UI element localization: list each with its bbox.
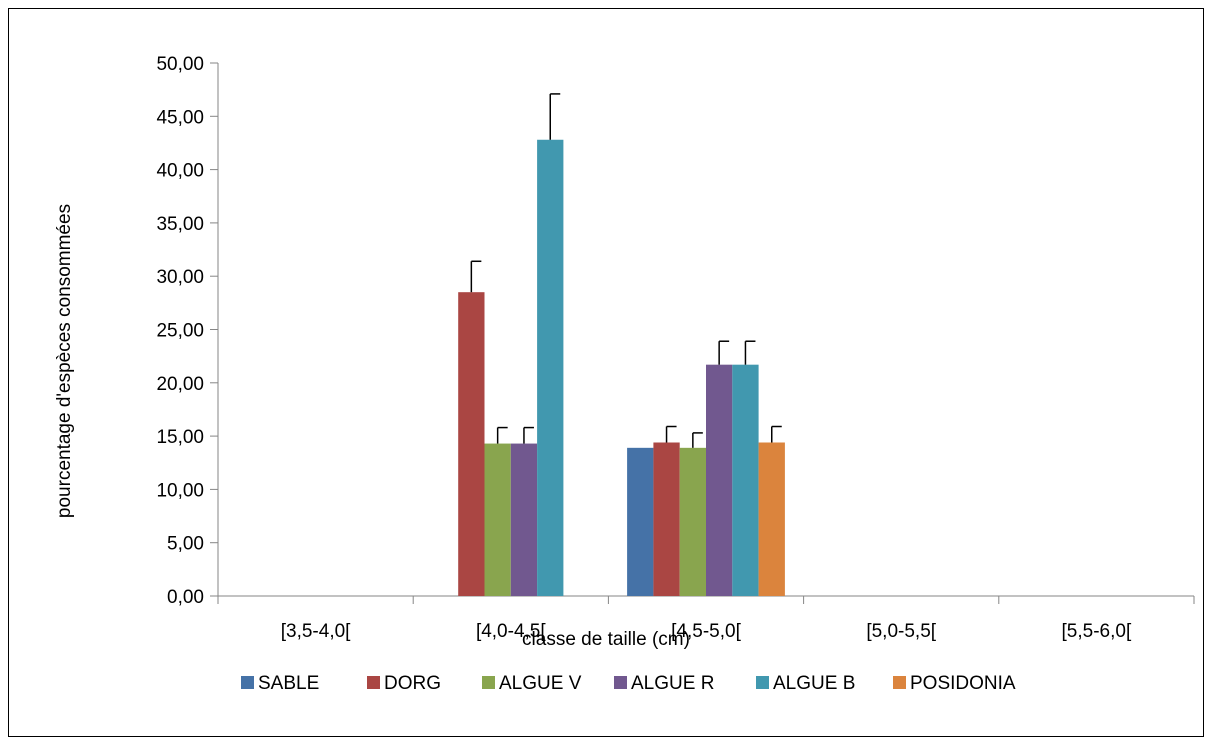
y-axis-title: pourcentage d'espèces consommées [54, 204, 75, 518]
legend-label: DORG [384, 673, 441, 694]
legend-swatch [614, 676, 627, 689]
x-axis-title: classe de taille (cm) [522, 629, 690, 650]
bar [653, 442, 680, 596]
legend-label: ALGUE B [773, 673, 855, 694]
y-tick-label: 40,00 [156, 161, 204, 182]
x-tick-label: [3,5-4,0[ [281, 621, 351, 642]
bar [679, 447, 706, 596]
y-tick-label: 45,00 [156, 107, 204, 128]
y-tick-label: 25,00 [156, 321, 204, 342]
y-tick-label: 0,00 [167, 587, 204, 608]
bar [732, 364, 759, 596]
bar [706, 364, 733, 596]
legend-swatch [367, 676, 380, 689]
bars-group [458, 139, 785, 596]
bar [627, 447, 654, 596]
x-tick-label: [4,0-4,5[ [476, 621, 546, 642]
y-tick-label: 15,00 [156, 427, 204, 448]
legend-label: ALGUE R [631, 673, 714, 694]
y-tick-labels: 0,00 5,00 10,00 15,00 20,00 25,00 30,00 35,00 40… [156, 54, 204, 608]
legend-swatch [756, 676, 769, 689]
legend-swatch [241, 676, 254, 689]
bar [758, 442, 785, 596]
y-tick-label: 30,00 [156, 267, 204, 288]
x-tick-label: [5,5-6,0[ [1062, 621, 1132, 642]
bar [510, 443, 538, 596]
chart-frame [8, 8, 1204, 737]
x-tick-label: [5,0-5,5[ [866, 621, 936, 642]
bar [458, 292, 485, 596]
y-tick-label: 35,00 [156, 214, 204, 235]
legend-swatch [482, 676, 495, 689]
y-tick-label: 20,00 [156, 374, 204, 395]
legend: SABLE DORG ALGUE V ALGUE R ALGUE B POSIDONIA [241, 673, 1016, 694]
x-tick-labels: [3,5-4,0[ [4,0-4,5[ [4,5-5,0[ [5,0-5,5[ [5,5… [281, 621, 1132, 642]
legend-swatch [893, 676, 906, 689]
error-bars-group [470, 93, 782, 448]
legend-label: SABLE [258, 673, 319, 694]
bar [537, 139, 564, 596]
y-tick-label: 50,00 [156, 54, 204, 75]
bar [484, 443, 511, 596]
legend-label: POSIDONIA [910, 673, 1016, 694]
y-tick-label: 10,00 [156, 480, 204, 501]
y-tick-label: 5,00 [167, 534, 204, 555]
x-tick-label: [4,5-5,0[ [671, 621, 741, 642]
legend-label: ALGUE V [499, 673, 582, 694]
